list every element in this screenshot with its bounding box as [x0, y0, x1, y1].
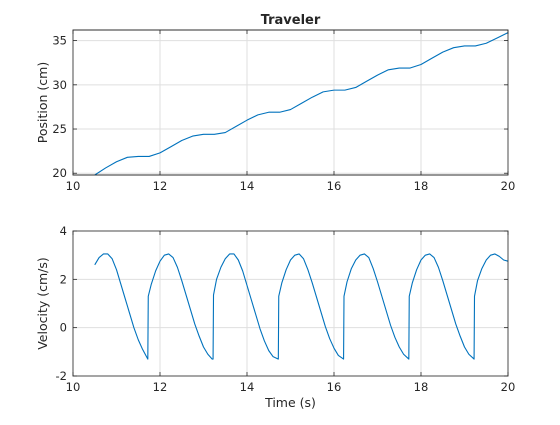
position-x-tick-label: 18 — [414, 179, 429, 193]
velocity-y-tick-label: 4 — [60, 224, 67, 238]
position-axes-box — [72, 29, 509, 176]
velocity-y-tick-label: -2 — [56, 369, 67, 383]
position-chart-title: Traveler — [261, 13, 321, 28]
position-series-line — [94, 32, 509, 176]
velocity-x-tick-label: 14 — [240, 380, 255, 394]
velocity-axes-box — [72, 230, 509, 377]
velocity-y-tick-label: 0 — [60, 321, 67, 335]
position-x-tick-label: 10 — [66, 179, 81, 193]
position-x-tick-label: 20 — [501, 179, 516, 193]
velocity-x-axis-label: Time (s) — [264, 395, 316, 410]
position-x-tick-label: 16 — [327, 179, 342, 193]
velocity-series-line — [94, 253, 509, 360]
velocity-y-tick-label: 2 — [60, 272, 67, 286]
velocity-x-tick-label: 18 — [414, 380, 429, 394]
velocity-x-tick-label: 20 — [501, 380, 516, 394]
velocity-x-tick-label: 12 — [153, 380, 168, 394]
position-plot-area — [72, 29, 509, 176]
position-x-tick-label: 14 — [240, 179, 255, 193]
position-y-tick-label: 30 — [52, 78, 67, 92]
position-y-tick-label: 25 — [52, 122, 67, 136]
position-x-tick-label: 12 — [153, 179, 168, 193]
position-y-tick-label: 35 — [52, 34, 67, 48]
position-y-axis-label: Position (cm) — [35, 62, 50, 143]
position-y-tick-label: 20 — [52, 166, 67, 180]
velocity-y-axis-label: Velocity (cm/s) — [35, 257, 50, 350]
velocity-plot-area — [72, 230, 509, 377]
velocity-x-tick-label: 10 — [66, 380, 81, 394]
position-panel: 10 12 14 16 18 20 20 25 30 35 Traveler Position (cm… — [35, 13, 515, 193]
velocity-x-tick-label: 16 — [327, 380, 342, 394]
velocity-panel: 10 12 14 16 18 20 -2 0 2 4 Time (s) Velocity (cm/s) — [35, 224, 515, 410]
